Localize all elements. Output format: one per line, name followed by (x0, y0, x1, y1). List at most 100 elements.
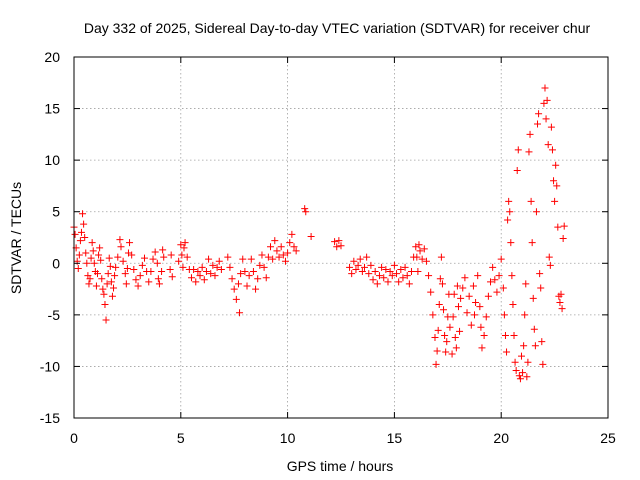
data-point (489, 263, 497, 271)
data-point (433, 347, 441, 355)
data-point (302, 208, 310, 216)
data-point (277, 243, 285, 251)
data-point (388, 272, 396, 280)
data-point (530, 325, 538, 333)
data-point (365, 270, 373, 278)
data-point (155, 280, 163, 288)
data-point (451, 334, 459, 342)
x-tick-label: 20 (493, 430, 509, 446)
data-point (136, 272, 144, 280)
data-point (79, 210, 87, 218)
data-point (279, 251, 287, 259)
data-point (145, 278, 153, 286)
data-point (234, 280, 242, 288)
data-point (116, 236, 124, 244)
chart-title: Day 332 of 2025, Sidereal Day-to-day VTE… (84, 20, 591, 36)
chart-grid (74, 57, 608, 418)
data-point (487, 278, 495, 286)
data-point (550, 177, 558, 185)
data-point (75, 251, 83, 259)
data-point (209, 261, 217, 269)
y-tick-label: -10 (40, 358, 60, 374)
data-point (356, 255, 364, 263)
data-point (378, 263, 386, 271)
data-point (420, 245, 428, 253)
data-point (416, 247, 424, 255)
data-point (331, 238, 339, 246)
data-point (367, 261, 375, 269)
data-point (393, 270, 401, 278)
data-point (103, 280, 111, 288)
data-point (435, 301, 443, 309)
y-tick-label: 0 (52, 255, 60, 271)
data-point (559, 235, 567, 243)
data-point (249, 268, 257, 276)
data-point (286, 239, 294, 247)
data-point (290, 243, 298, 251)
data-point (130, 265, 138, 273)
data-point (198, 263, 206, 271)
data-point (202, 268, 210, 276)
x-tick-labels: 0 5 10 15 20 25 (70, 430, 616, 446)
data-point (348, 270, 356, 278)
data-point (158, 268, 166, 276)
data-point (111, 272, 119, 280)
data-point (510, 331, 518, 339)
data-point (128, 251, 136, 259)
data-point (480, 331, 488, 339)
data-point (123, 264, 131, 272)
data-point (168, 273, 176, 281)
data-point (422, 257, 430, 265)
data-point (138, 261, 146, 269)
data-point (499, 284, 507, 292)
data-point (247, 255, 255, 263)
data-point (548, 146, 556, 154)
data-point (515, 372, 523, 380)
data-point (82, 249, 90, 257)
data-point (403, 272, 411, 280)
data-point (228, 275, 236, 283)
data-point (514, 146, 522, 154)
data-point (183, 253, 191, 261)
data-point (390, 261, 398, 269)
data-point (537, 284, 545, 292)
data-point (517, 352, 525, 360)
data-point (258, 251, 266, 259)
data-point (95, 251, 103, 259)
y-tick-label: 10 (44, 152, 60, 168)
data-point (493, 288, 501, 296)
data-point (301, 205, 309, 213)
data-point (99, 285, 107, 293)
data-point (360, 263, 368, 271)
data-point (151, 248, 159, 256)
data-point (230, 285, 238, 293)
data-point (350, 257, 358, 265)
data-point (469, 282, 477, 290)
data-point (275, 253, 283, 261)
data-point (434, 326, 442, 334)
data-point (552, 161, 560, 169)
data-point (369, 276, 377, 284)
data-point (110, 284, 118, 292)
data-point (106, 262, 114, 270)
data-point (104, 270, 112, 278)
data-point (405, 280, 413, 288)
data-point (495, 272, 503, 280)
data-point (534, 120, 542, 128)
data-point (88, 239, 96, 247)
data-point (545, 253, 553, 261)
axis-ticks (73, 56, 609, 419)
y-axis-label: SDTVAR / TECUs (8, 182, 24, 294)
y-tick-label: 15 (44, 101, 60, 117)
data-point (226, 263, 234, 271)
data-point (484, 292, 492, 300)
data-point (105, 254, 113, 262)
data-point (556, 298, 564, 306)
data-point (90, 259, 98, 267)
data-point (554, 223, 562, 231)
data-point (373, 280, 381, 288)
data-point (194, 268, 202, 276)
data-point (108, 292, 116, 300)
data-point (154, 275, 162, 283)
data-point (415, 241, 423, 249)
